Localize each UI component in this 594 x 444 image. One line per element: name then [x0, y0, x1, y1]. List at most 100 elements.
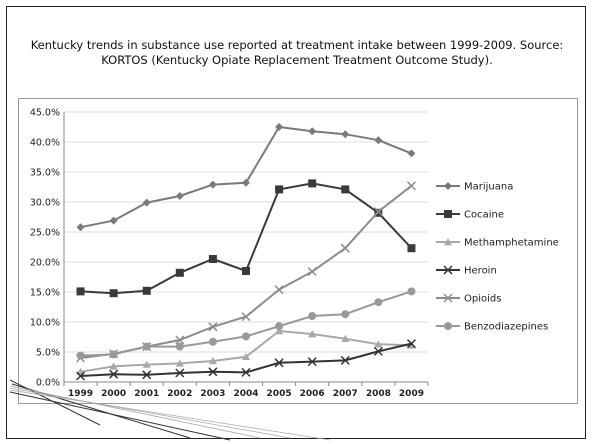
legend-marker: [444, 210, 452, 218]
legend-item-opioids: Opioids: [436, 293, 501, 305]
data-point-cocaine: [308, 179, 317, 188]
legend-label: Methamphetamine: [464, 238, 559, 249]
data-point-methamphetamine: [208, 357, 217, 365]
legend-label: Marijuana: [464, 182, 513, 193]
data-point-marijuana: [109, 216, 118, 225]
data-point-opioids: [208, 322, 218, 332]
legend-item-heroin: Heroin: [436, 265, 497, 277]
data-point-benzodiazepines: [341, 310, 350, 319]
data-point-heroin: [274, 358, 284, 368]
y-axis: 0.0% 5.0% 10.0% 15.0% 20.0% 25.0% 30.0% 35.0% 40…: [30, 108, 65, 389]
y-tick-label: 45.0%: [30, 108, 60, 119]
legend-label: Cocaine: [464, 210, 504, 221]
data-point-marijuana: [374, 136, 383, 145]
data-point-marijuana: [175, 192, 184, 200]
data-point-cocaine: [407, 244, 416, 253]
data-point-methamphetamine: [341, 334, 350, 342]
data-point-cocaine: [76, 287, 85, 296]
x-tick-label: 2001: [134, 389, 159, 399]
y-tick-label: 10.0%: [30, 318, 60, 329]
legend-item-cocaine: Cocaine: [436, 210, 504, 221]
data-point-cocaine: [242, 267, 250, 275]
chart-caption: Kentucky trends in substance use reporte…: [30, 38, 564, 67]
data-point-benzodiazepines: [175, 342, 184, 351]
legend-marker: [444, 182, 452, 190]
data-point-benzodiazepines: [374, 298, 383, 307]
data-point-opioids: [175, 335, 185, 345]
series-benzodiazepines: [76, 287, 416, 360]
legend-label: Heroin: [464, 266, 497, 277]
line-chart: 0.0% 5.0% 10.0% 15.0% 20.0% 25.0% 30.0% 35.0% 40…: [30, 108, 559, 400]
legend-label: Benzodiazepines: [464, 322, 548, 333]
data-point-benzodiazepines: [242, 332, 250, 341]
y-tick-label: 40.0%: [30, 138, 60, 149]
data-point-benzodiazepines: [142, 342, 151, 351]
data-point-heroin: [406, 339, 416, 349]
series-heroin: [76, 339, 416, 381]
x-tick-label: 2008: [366, 389, 391, 399]
data-point-cocaine: [142, 286, 151, 295]
data-point-heroin: [109, 369, 119, 379]
data-point-marijuana: [208, 180, 217, 189]
y-tick-label: 20.0%: [30, 258, 60, 269]
data-point-methamphetamine: [175, 359, 184, 367]
data-point-heroin: [76, 371, 86, 381]
data-point-benzodiazepines: [275, 322, 284, 331]
data-point-cocaine: [341, 185, 350, 194]
x-tick-label: 2003: [200, 389, 225, 399]
legend-marker: [443, 265, 453, 275]
y-tick-label: 0.0%: [36, 378, 60, 389]
data-point-benzodiazepines: [407, 287, 416, 296]
x-tick-label: 2005: [267, 389, 292, 399]
y-tick-label: 35.0%: [30, 168, 60, 179]
y-tick-label: 25.0%: [30, 228, 60, 239]
data-point-heroin: [340, 355, 350, 365]
data-point-opioids: [340, 243, 350, 253]
data-point-marijuana: [308, 127, 317, 136]
data-point-heroin: [307, 357, 317, 367]
data-point-methamphetamine: [109, 362, 118, 370]
x-tick-label: 2009: [399, 389, 424, 399]
data-point-opioids: [274, 285, 284, 295]
data-point-marijuana: [76, 223, 85, 232]
data-point-benzodiazepines: [76, 351, 85, 360]
legend: Marijuana Cocaine Methamphetamine Heroin Opi…: [436, 182, 559, 333]
legend-item-benzodiazepines: Benzodiazepines: [436, 322, 548, 333]
series-marijuana: [76, 123, 416, 232]
x-tick-label: 2000: [101, 389, 126, 399]
legend-label: Opioids: [464, 294, 501, 305]
data-point-marijuana: [242, 178, 250, 187]
data-point-methamphetamine: [242, 352, 250, 360]
x-axis: 1999 2000 2001 2002 2003 2004 2005 2006 2007 2008…: [63, 381, 429, 399]
data-point-benzodiazepines: [109, 350, 118, 359]
data-point-methamphetamine: [275, 327, 284, 335]
data-point-methamphetamine: [374, 340, 383, 348]
data-point-marijuana: [341, 130, 350, 139]
data-point-cocaine: [208, 255, 217, 263]
data-point-opioids: [241, 312, 251, 322]
x-tick-label: 2007: [333, 389, 358, 399]
x-tick-label: 2004: [233, 389, 258, 399]
data-point-cocaine: [109, 289, 118, 298]
data-point-methamphetamine: [142, 360, 151, 368]
x-tick-label: 1999: [68, 389, 93, 399]
data-point-opioids: [406, 181, 416, 191]
y-tick-label: 30.0%: [30, 198, 60, 209]
series-line-benzodiazepines: [80, 290, 412, 357]
y-tick-label: 5.0%: [36, 348, 60, 359]
legend-marker: [444, 322, 452, 330]
data-point-heroin: [208, 367, 218, 377]
data-point-heroin: [142, 370, 152, 380]
series-cocaine: [76, 179, 416, 298]
data-point-methamphetamine: [308, 330, 317, 338]
legend-marker: [443, 293, 453, 303]
data-point-cocaine: [275, 185, 284, 194]
data-point-heroin: [241, 367, 251, 377]
data-point-opioids: [307, 267, 317, 277]
data-point-marijuana: [275, 123, 284, 131]
legend-item-methamphetamine: Methamphetamine: [436, 238, 559, 249]
data-point-cocaine: [175, 268, 184, 277]
data-point-marijuana: [142, 198, 151, 207]
series-line-cocaine: [80, 182, 413, 295]
data-point-heroin: [175, 368, 185, 378]
